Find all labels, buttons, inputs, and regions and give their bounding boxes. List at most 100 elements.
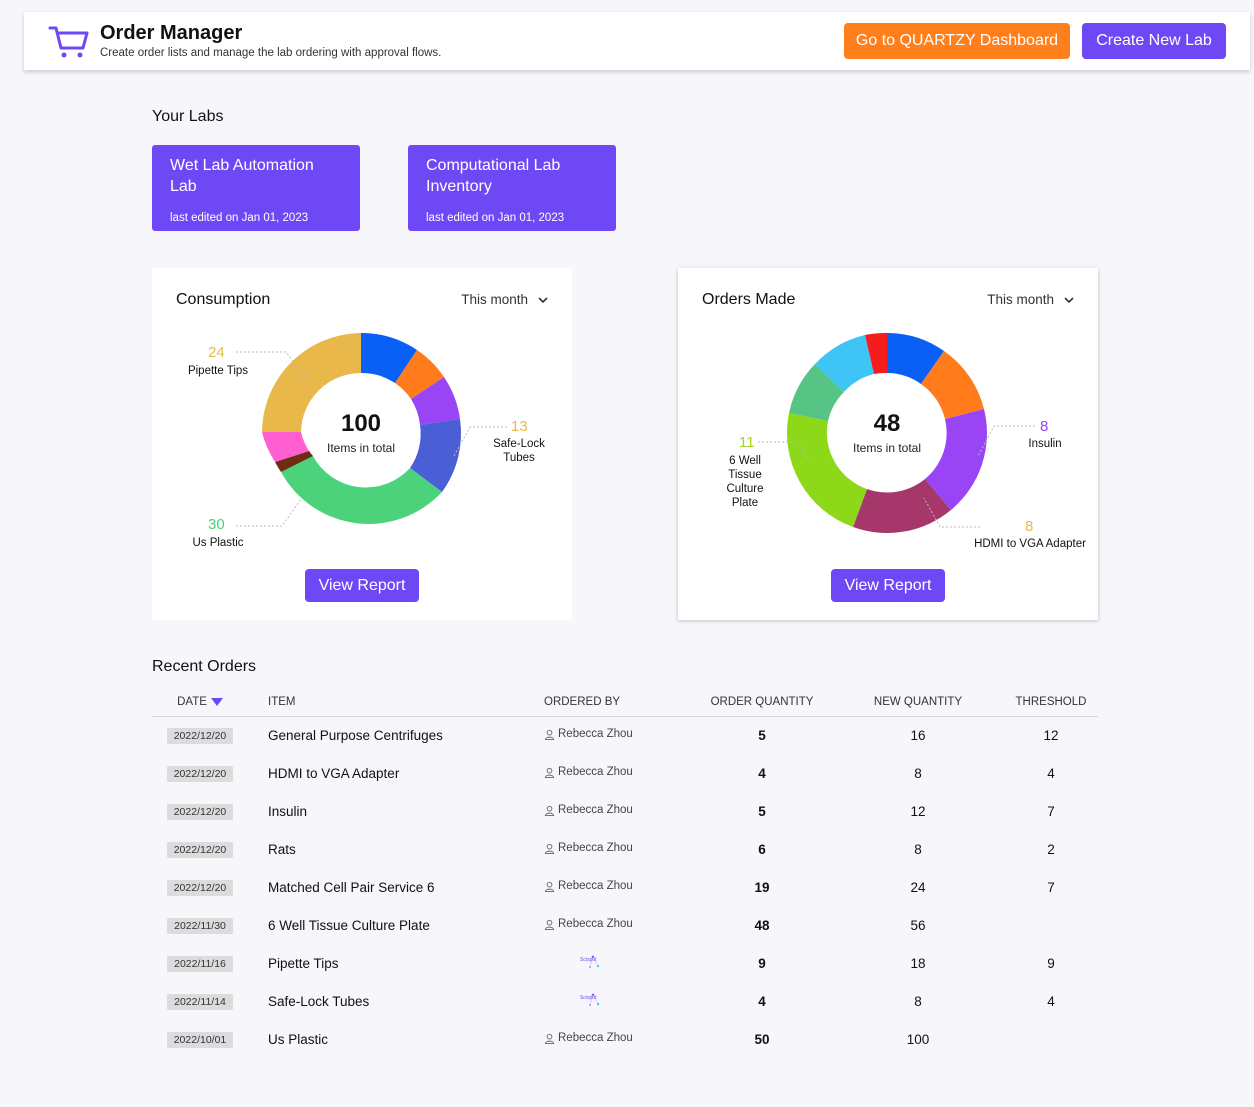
ordered-by: Rebecca Zhou [544,728,633,740]
new-quantity: 24 [910,879,926,895]
item-name: General Purpose Centrifuges [268,727,443,743]
ordered-by: Rebecca Zhou [544,918,633,930]
threshold: 4 [1047,993,1055,1009]
consumption-view-report-button[interactable]: View Report [305,569,419,602]
donut-segment-red [865,332,887,374]
date-chip: 2022/12/20 [166,879,234,896]
ordered-by-name: Rebecca Zhou [558,728,633,741]
item-name: Us Plastic [268,1031,329,1047]
item-name: Insulin [268,803,308,819]
date-chip: 2022/10/01 [166,1031,234,1048]
order-quantity: 19 [754,879,770,895]
lab-card-wet-lab[interactable]: Wet Lab Automation Lab last edited on Ja… [152,145,360,231]
column-header-order-quantity[interactable]: ORDER QUANTITY [692,688,832,717]
ordered-by: Rebecca Zhou [544,766,633,778]
table-row[interactable]: 2022/12/20 General Purpose Centrifuges R… [152,716,1098,754]
column-header-item[interactable]: ITEM [248,688,544,717]
create-new-lab-button[interactable]: Create New Lab [1082,23,1226,59]
lab-name: Wet Lab Automation Lab [170,157,314,195]
shopping-cart-icon [48,26,89,58]
scispot-logo-text: Scispot [580,956,597,963]
user-icon [544,919,555,930]
column-header-ordered-by[interactable]: ORDERED BY [544,688,692,717]
app-header: Order Manager Create order lists and man… [24,12,1250,70]
table-row[interactable]: 2022/12/20 Insulin Rebecca Zhou 5 12 7 [152,792,1098,830]
ordered-by-name: Rebecca Zhou [558,766,633,778]
donut-segment-sky [815,335,874,392]
ordered-by: Rebecca Zhou [544,880,633,892]
donut-segment-blue [361,332,417,383]
scispot-logo-text: Scispot [580,994,597,1001]
table-row[interactable]: 2022/12/20 Matched Cell Pair Service 6 R… [152,868,1098,906]
donut-segment-purple [925,409,987,510]
order-quantity: 50 [754,1031,770,1047]
table-row[interactable]: 2022/11/16 Pipette Tips Scispot 9 18 9 [152,944,1098,982]
user-icon [544,881,555,892]
column-header-date[interactable]: DATE [152,688,248,717]
order-quantity: 5 [758,803,766,819]
period-label: This month [461,292,528,307]
ordered-by: Rebecca Zhou [544,804,633,816]
new-quantity: 100 [906,1031,930,1047]
order-quantity: 48 [754,917,770,933]
table-header-row: DATE ITEM ORDERED BY ORDER QUANTITY NEW … [152,688,1098,717]
consumption-total-label: Items in total [326,441,396,455]
lab-edited-date: last edited on Jan 01, 2023 [426,212,565,224]
page-subtitle: Create order lists and manage the lab or… [100,47,442,59]
order-quantity: 6 [758,841,766,857]
user-icon [544,729,555,740]
sort-descending-icon [210,697,223,706]
ordered-by: Rebecca Zhou [544,842,633,854]
threshold: 9 [1047,955,1055,971]
item-name: Rats [268,841,296,857]
threshold [1004,1020,1098,1058]
table-row[interactable]: 2022/11/14 Safe-Lock Tubes Scispot 4 8 4 [152,982,1098,1020]
date-chip: 2022/12/20 [166,841,234,858]
table-row[interactable]: 2022/10/01 Us Plastic Rebecca Zhou 50 10… [152,1020,1098,1058]
table-row[interactable]: 2022/12/20 Rats Rebecca Zhou 6 8 2 [152,830,1098,868]
user-icon [544,843,555,854]
ordered-by-name: Rebecca Zhou [558,842,633,854]
user-icon [544,805,555,816]
orders-view-report-button[interactable]: View Report [831,569,945,602]
donut-segment-magenta [853,479,951,534]
callout-value-6-well-plate: 11 [739,434,755,451]
column-header-new-quantity[interactable]: NEW QUANTITY [832,688,1004,717]
table-row[interactable]: 2022/12/20 HDMI to VGA Adapter Rebecca Z… [152,754,1098,792]
threshold: 4 [1047,765,1055,781]
consumption-total: 100 [340,410,382,437]
user-icon [544,767,555,778]
quartzy-dashboard-button[interactable]: Go to QUARTZY Dashboard [844,23,1070,59]
callout-value-us-plastic: 30 [208,516,225,533]
user-icon [544,1033,555,1044]
threshold: 7 [1047,803,1055,819]
your-labs-heading: Your Labs [152,108,224,125]
scispot-logo-icon [589,993,600,1006]
lab-card-computational[interactable]: Computational Lab Inventory last edited … [408,145,616,231]
item-name: HDMI to VGA Adapter [268,765,400,781]
column-header-threshold[interactable]: THRESHOLD [1004,688,1098,717]
callout-value-pipette-tips: 24 [208,344,225,361]
callout-label-hdmi: HDMI to VGA Adapter [974,538,1086,550]
ordered-by-name: Rebecca Zhou [558,880,633,892]
donut-segment-indigo [410,419,462,492]
consumption-period-dropdown[interactable]: This month [461,292,548,307]
period-label: This month [987,292,1054,307]
table-row[interactable]: 2022/11/30 6 Well Tissue Culture Plate R… [152,906,1098,944]
new-quantity: 16 [910,727,926,743]
lab-name: Computational Lab Inventory [426,157,561,195]
ordered-by: Rebecca Zhou [544,1032,633,1044]
donut-segment-green [281,456,442,524]
donut-segment-blue [887,333,944,384]
threshold: 12 [1043,727,1059,743]
new-quantity: 8 [914,765,922,781]
orders-donut-chart [758,332,1035,534]
orders-total-label: Items in total [852,441,922,455]
orders-period-dropdown[interactable]: This month [987,292,1074,307]
callout-label-us-plastic: Us Plastic [192,537,244,549]
chevron-down-icon [538,296,548,303]
recent-orders-table: DATE ITEM ORDERED BY ORDER QUANTITY NEW … [152,688,1098,1058]
date-chip: 2022/12/20 [166,765,234,782]
item-name: Pipette Tips [268,955,339,971]
donut-segment-orange [921,351,984,419]
